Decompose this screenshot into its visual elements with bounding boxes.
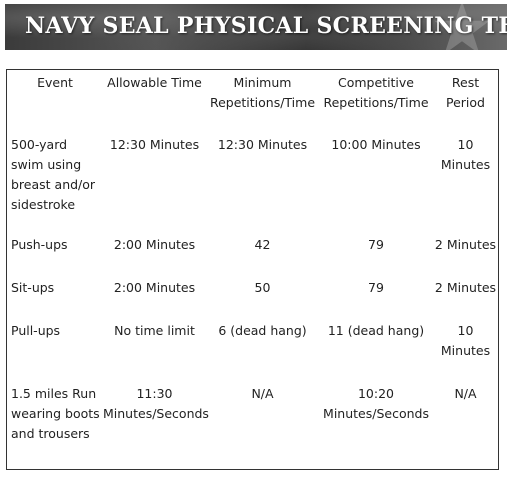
star-icon (434, 4, 490, 50)
event-cell: Pull-ups (11, 323, 61, 338)
event-cell: 1.5 miles Run wearing boots and trousers (11, 386, 100, 441)
allowable-time-cell: 12:30 Minutes (109, 137, 200, 152)
competitive-cell: 79 (368, 280, 384, 295)
table-row: 500-yard swim using breast and/or sidest… (7, 130, 498, 233)
table-row: Pull-ups No time limit 6 (dead hang) 11 … (7, 319, 498, 382)
allowable-time-cell: 11:30 Minutes/Seconds (103, 386, 209, 421)
rest-period-cell: 2 Minutes (434, 280, 497, 295)
page-title: NAVY SEAL PHYSICAL SCREENING TEST (25, 13, 507, 39)
header-minimum: Minimum Repetitions/Time (209, 75, 316, 110)
event-cell: Push-ups (11, 237, 68, 252)
table-row: Push-ups 2:00 Minutes 42 79 2 Minutes (7, 233, 498, 276)
table-row: Sit-ups 2:00 Minutes 50 79 2 Minutes (7, 276, 498, 319)
minimum-cell: 42 (254, 237, 271, 252)
allowable-time-cell: 2:00 Minutes (113, 237, 196, 252)
minimum-cell: N/A (251, 386, 274, 401)
competitive-cell: 10:00 Minutes (331, 137, 421, 152)
minimum-cell: 50 (254, 280, 271, 295)
allowable-time-cell: 2:00 Minutes (113, 280, 196, 295)
allowable-time-cell: No time limit (114, 323, 195, 338)
screening-table: Event Allowable Time Minimum Repetitions… (7, 70, 498, 462)
screening-table-container: Event Allowable Time Minimum Repetitions… (6, 69, 499, 470)
minimum-cell: 6 (dead hang) (218, 323, 307, 338)
rest-period-cell: N/A (454, 386, 477, 401)
rest-period-cell: 10 Minutes (440, 323, 491, 358)
table-row: 1.5 miles Run wearing boots and trousers… (7, 382, 498, 462)
event-cell: Sit-ups (11, 280, 55, 295)
rest-period-cell: 10 Minutes (440, 137, 491, 172)
header-event: Event (37, 75, 73, 90)
competitive-cell: 10:20 Minutes/Seconds (323, 386, 429, 421)
table-header-row: Event Allowable Time Minimum Repetitions… (7, 70, 498, 130)
header-competitive: Competitive Repetitions/Time (323, 75, 429, 110)
competitive-cell: 11 (dead hang) (327, 323, 425, 338)
event-cell: 500-yard swim using breast and/or sidest… (11, 137, 96, 212)
header-banner: NAVY SEAL PHYSICAL SCREENING TEST (5, 4, 507, 50)
rest-period-cell: 2 Minutes (434, 237, 497, 252)
header-allowable-time: Allowable Time (107, 75, 202, 90)
minimum-cell: 12:30 Minutes (217, 137, 308, 152)
competitive-cell: 79 (368, 237, 384, 252)
header-rest-period: Rest Period (446, 75, 485, 110)
